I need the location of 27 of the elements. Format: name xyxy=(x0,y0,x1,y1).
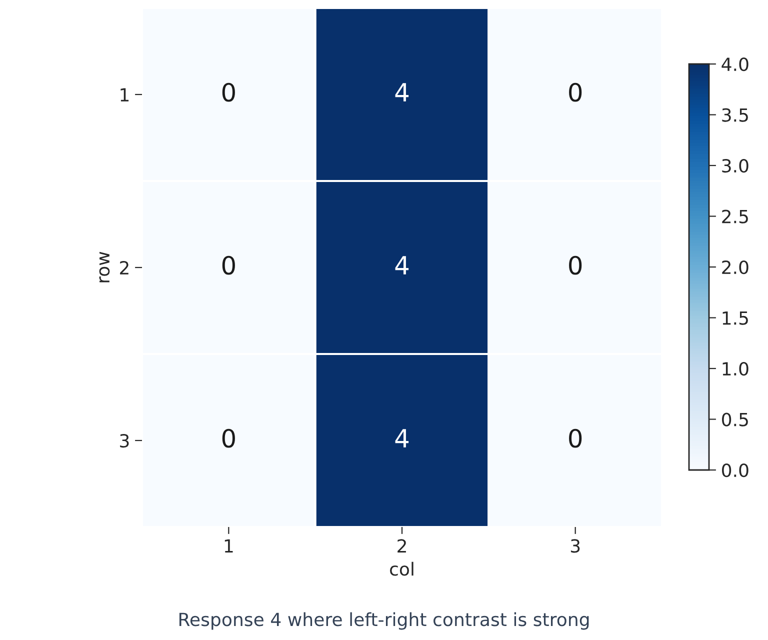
y-tick-label: 2 xyxy=(120,260,128,274)
color-bar-label: 1.5 xyxy=(722,311,748,325)
x-tick-label: 2 xyxy=(398,539,406,553)
text: Response 4 where left-right contrast is strong xyxy=(179,612,589,630)
data-label: 0 xyxy=(569,256,582,275)
data-label: 4 xyxy=(395,429,409,448)
data-label: 4 xyxy=(395,83,409,102)
color-bar-label: 3.5 xyxy=(722,108,748,122)
color-bar-label: 3.0 xyxy=(722,158,748,173)
x-axis-title: col xyxy=(390,562,414,576)
data-label: 0 xyxy=(222,82,235,102)
data-label: 0 xyxy=(569,428,582,448)
x-tick-label: 3 xyxy=(570,539,580,553)
color-bar-label: 0.0 xyxy=(722,463,748,478)
y-axis-title: row xyxy=(99,252,110,282)
color-bar-label: 0.5 xyxy=(722,412,748,426)
y-tick-label: 3 xyxy=(120,434,129,448)
data-label: 0 xyxy=(569,82,582,102)
data-label: 0 xyxy=(222,256,235,275)
color-bar-label: 1.0 xyxy=(722,362,748,376)
data-label: 4 xyxy=(395,256,409,274)
color-bar-label: 2.5 xyxy=(722,210,748,224)
y-tick-label: 1 xyxy=(120,88,129,102)
color-bar-label: 2.0 xyxy=(722,260,748,274)
data-label: 0 xyxy=(222,428,235,448)
x-tick-label: 1 xyxy=(224,539,233,553)
color-bar-label: 4.0 xyxy=(722,57,748,72)
